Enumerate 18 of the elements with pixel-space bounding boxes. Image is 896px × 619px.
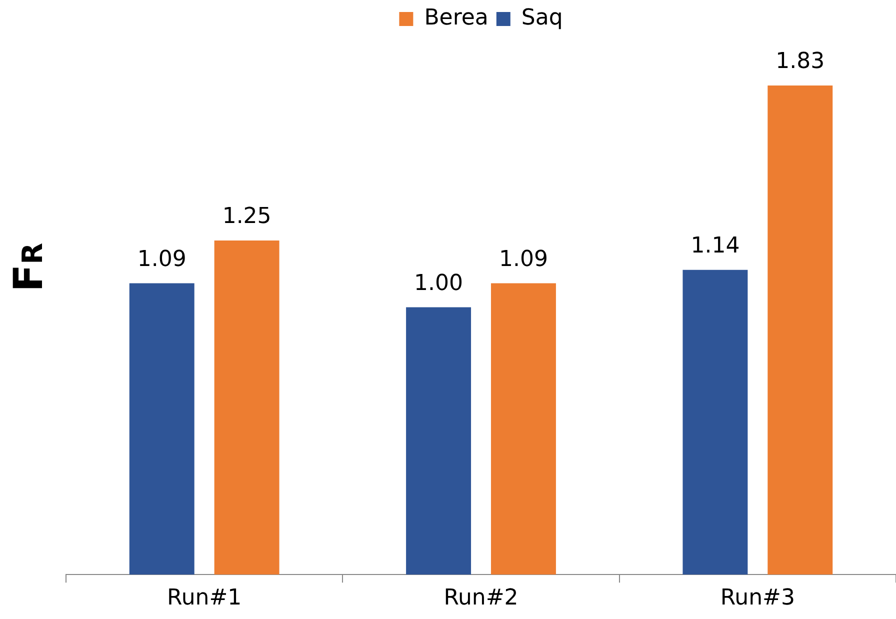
x-tick-label: Run#1 — [167, 586, 242, 611]
legend-label: Saq — [521, 6, 563, 31]
data-label: 1.00 — [414, 271, 464, 296]
data-label: 1.09 — [498, 246, 548, 272]
bar — [129, 283, 194, 575]
bar — [768, 85, 833, 575]
bar — [406, 307, 472, 575]
bar — [214, 240, 280, 575]
x-tick-label: Run#3 — [720, 586, 795, 611]
y-axis-title: FR — [6, 242, 52, 292]
bar — [490, 283, 556, 575]
legend-label: Berea — [424, 6, 488, 31]
data-label: 1.14 — [690, 234, 740, 259]
data-label: 1.25 — [222, 204, 272, 230]
bar — [682, 270, 748, 575]
data-label: 1.83 — [776, 49, 825, 74]
data-label: 1.09 — [137, 246, 186, 272]
x-tick-label: Run#2 — [444, 586, 518, 611]
